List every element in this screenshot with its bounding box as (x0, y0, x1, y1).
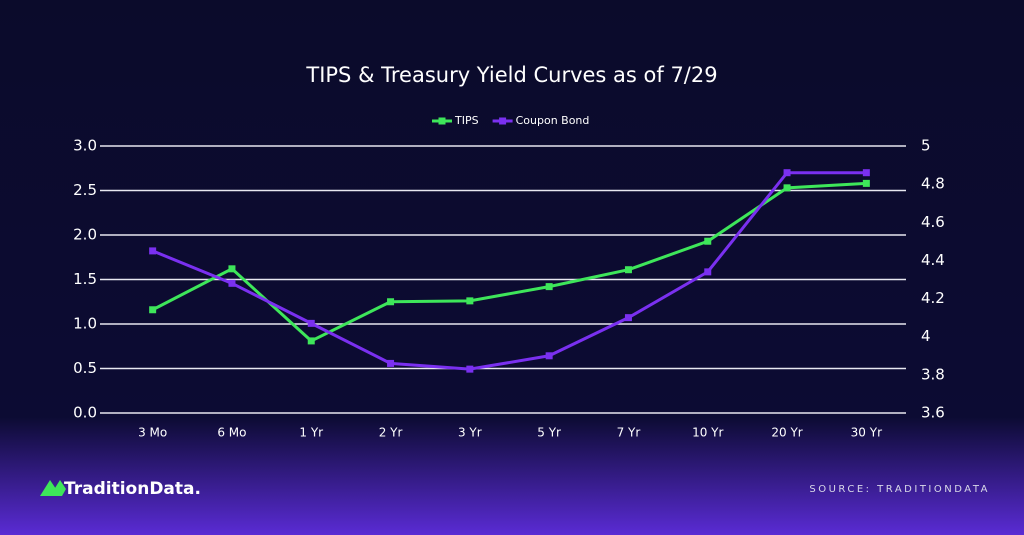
marker (624, 266, 632, 274)
legend-marker (438, 117, 446, 125)
marker (862, 179, 870, 187)
x-tick-label: 6 Mo (217, 426, 246, 440)
marker (704, 237, 712, 245)
marker (228, 265, 236, 273)
marker (307, 319, 315, 327)
chart-title: TIPS & Treasury Yield Curves as of 7/29 (305, 63, 717, 87)
x-tick-label: 3 Yr (458, 426, 482, 440)
y-tick-label: 0.0 (73, 404, 97, 422)
marker (704, 268, 712, 276)
y-tick-label: 1.0 (73, 315, 97, 333)
y-tick-label: 2.0 (73, 226, 97, 244)
marker (387, 298, 395, 306)
logo-icon (40, 480, 66, 496)
marker (545, 283, 553, 291)
x-tick-label: 2 Yr (379, 426, 403, 440)
y-tick-label: 3.0 (73, 137, 97, 155)
y-tick-label: 0.5 (73, 359, 97, 377)
legend-label: TIPS (454, 114, 479, 127)
marker (307, 337, 315, 345)
x-tick-label: 7 Yr (617, 426, 641, 440)
y2-tick-label: 3.8 (921, 365, 945, 383)
marker (545, 352, 553, 360)
x-tick-label: 1 Yr (299, 426, 323, 440)
x-tick-label: 3 Mo (138, 426, 167, 440)
legend-label: Coupon Bond (516, 114, 590, 127)
marker (149, 306, 157, 314)
x-tick-label: 30 Yr (851, 426, 882, 440)
marker (149, 247, 157, 255)
marker (624, 314, 632, 322)
y-tick-label: 2.5 (73, 181, 97, 199)
y2-tick-label: 4.6 (921, 213, 945, 231)
x-tick-label: 20 Yr (771, 426, 802, 440)
legend-marker (499, 117, 507, 125)
y2-tick-label: 4.2 (921, 289, 945, 307)
x-tick-label: 5 Yr (537, 426, 561, 440)
marker (862, 169, 870, 177)
y2-tick-label: 5 (921, 137, 931, 155)
logo: TraditionData. (40, 479, 201, 499)
logo-text: TraditionData. (64, 479, 201, 499)
marker (466, 297, 474, 305)
marker (387, 359, 395, 367)
marker (783, 169, 791, 177)
y2-tick-label: 4.4 (921, 251, 945, 269)
series-line (152, 171, 867, 371)
y-tick-label: 1.5 (73, 270, 97, 288)
source: SOURCE: TRADITIONDATA (809, 484, 990, 495)
y2-tick-label: 3.6 (921, 404, 945, 422)
marker (783, 184, 791, 192)
marker (228, 279, 236, 287)
y2-tick-label: 4.8 (921, 175, 945, 193)
x-tick-label: 10 Yr (692, 426, 723, 440)
y2-tick-label: 4 (921, 327, 931, 345)
marker (466, 365, 474, 373)
